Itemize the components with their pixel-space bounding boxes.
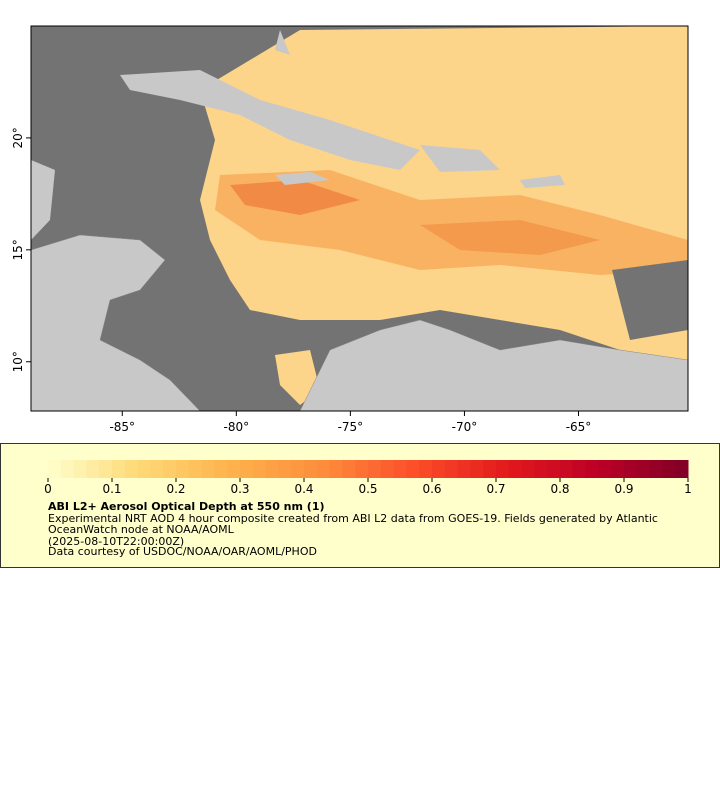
x-tick-label: -85° <box>109 420 135 434</box>
x-tick-label: -70° <box>452 420 478 434</box>
colorbar-tick-label: 0 <box>44 482 52 496</box>
colorbar-tick-label: 0.6 <box>422 482 441 496</box>
colorbar-step <box>585 460 599 478</box>
colorbar-step <box>316 460 331 478</box>
colorbar-tick-label: 0.3 <box>230 482 249 496</box>
y-tick-label: 20° <box>11 127 25 148</box>
colorbar-step <box>304 460 318 478</box>
colorbar-step <box>137 460 151 478</box>
colorbar-step <box>227 460 241 478</box>
colorbar-step <box>636 460 651 478</box>
colorbar-step <box>163 460 177 478</box>
colorbar-step <box>368 460 382 478</box>
colorbar-step <box>675 460 689 478</box>
land <box>299 319 688 411</box>
legend-line: Experimental NRT AOD 4 hour composite cr… <box>48 512 658 525</box>
colorbar-step <box>201 460 215 478</box>
colorbar-step <box>342 460 356 478</box>
colorbar-tick-label: 0.5 <box>358 482 377 496</box>
land <box>31 234 201 411</box>
colorbar-step <box>214 460 228 478</box>
colorbar-step <box>572 460 587 478</box>
colorbar-step <box>521 460 535 478</box>
colorbar-step <box>188 460 203 478</box>
colorbar-step <box>483 460 497 478</box>
colorbar-step <box>60 460 75 478</box>
colorbar-step <box>73 460 87 478</box>
land <box>275 30 290 55</box>
ocean <box>612 260 688 340</box>
y-tick-label: 15° <box>11 239 25 260</box>
map-area <box>31 26 688 411</box>
land <box>275 172 330 185</box>
land <box>520 175 565 188</box>
colorbar-tick-label: 0.7 <box>486 482 505 496</box>
colorbar-step <box>240 460 254 478</box>
colorbar-step <box>649 460 663 478</box>
colorbar-step <box>534 460 548 478</box>
colorbar-step <box>560 460 574 478</box>
colorbar-tick-label: 0.1 <box>102 482 121 496</box>
colorbar-step <box>611 460 625 478</box>
legend-title: ABI L2+ Aerosol Optical Depth at 550 nm … <box>48 500 325 513</box>
aerosol-field <box>275 350 320 405</box>
colorbar-step <box>662 460 676 478</box>
colorbar-tick-label: 0.4 <box>294 482 313 496</box>
legend-line: Data courtesy of USDOC/NOAA/OAR/AOML/PHO… <box>48 545 317 558</box>
colorbar-step <box>444 460 459 478</box>
colorbar-step <box>252 460 267 478</box>
colorbar-tick-label: 0.8 <box>550 482 569 496</box>
colorbar-step <box>329 460 343 478</box>
colorbar-step <box>432 460 446 478</box>
x-tick-label: -75° <box>338 420 364 434</box>
plot-frame <box>30 25 689 412</box>
colorbar-step <box>419 460 433 478</box>
colorbar-step <box>406 460 420 478</box>
colorbar-step <box>598 460 612 478</box>
colorbar-step <box>508 460 523 478</box>
colorbar-step <box>355 460 369 478</box>
aerosol-field <box>230 180 360 215</box>
colorbar-step <box>86 460 100 478</box>
colorbar-step <box>150 460 164 478</box>
aerosol-field <box>420 220 600 255</box>
colorbar-step <box>393 460 407 478</box>
colorbar-step <box>112 460 126 478</box>
colorbar-step <box>99 460 113 478</box>
colorbar-step <box>124 460 139 478</box>
colorbar-step <box>547 460 561 478</box>
colorbar-tick-label: 0.2 <box>166 482 185 496</box>
colorbar-step <box>496 460 510 478</box>
colorbar-step <box>291 460 305 478</box>
colorbar-tick-label: 0.9 <box>614 482 633 496</box>
colorbar-step <box>470 460 484 478</box>
colorbar-step <box>48 460 62 478</box>
ocean <box>31 26 200 60</box>
colorbar-step <box>176 460 190 478</box>
land <box>420 145 500 172</box>
colorbar-step <box>265 460 279 478</box>
x-tick-label: -80° <box>224 420 250 434</box>
colorbar-step <box>380 460 395 478</box>
colorbar-step <box>278 460 292 478</box>
legend-line: OceanWatch node at NOAA/AOML <box>48 523 235 536</box>
land <box>31 160 55 240</box>
land <box>120 70 420 170</box>
legend-line: (2025-08-10T22:00:00Z) <box>48 535 184 548</box>
x-tick-label: -65° <box>566 420 592 434</box>
colorbar-tick-label: 1 <box>684 482 692 496</box>
y-tick-label: 10° <box>11 351 25 372</box>
colorbar-step <box>624 460 638 478</box>
colorbar-step <box>457 460 471 478</box>
